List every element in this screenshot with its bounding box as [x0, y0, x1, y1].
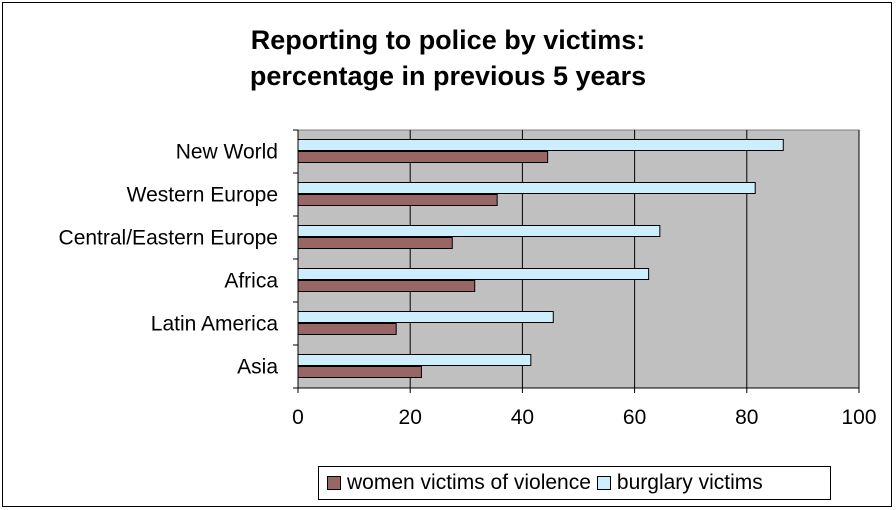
x-tick-label-0: 0 [292, 406, 304, 429]
bar-women-1 [297, 194, 498, 206]
category-label-3: Africa [224, 270, 278, 293]
legend-label-women: women victims of violence [347, 471, 591, 494]
bar-women-3 [297, 280, 476, 292]
x-tick-label-100: 100 [841, 406, 876, 429]
chart-title-line-1: Reporting to police by victims: [250, 25, 646, 55]
legend: women victims of violence burglary victi… [318, 466, 831, 500]
bar-burglary-1 [297, 182, 756, 194]
legend-swatch-burglary [596, 476, 611, 490]
legend-item-burglary: burglary victims [596, 471, 763, 495]
category-label-0: New World [176, 141, 278, 164]
chart-title-line-2: percentage in previous 5 years [249, 61, 647, 91]
category-label-5: Asia [237, 356, 278, 379]
category-label-1: Western Europe [127, 184, 278, 207]
bar-burglary-3 [297, 268, 650, 280]
legend-swatch-women [327, 476, 341, 490]
bar-women-4 [297, 323, 397, 335]
bar-burglary-4 [297, 311, 554, 323]
x-tick-label-60: 60 [623, 406, 646, 429]
bar-burglary-5 [297, 354, 532, 366]
x-tick-label-20: 20 [399, 406, 422, 429]
category-label-4: Latin America [151, 313, 279, 336]
category-label-2: Central/Eastern Europe [59, 227, 278, 250]
legend-item-women: women victims of violence [327, 471, 591, 495]
bar-women-0 [297, 151, 549, 163]
chart-title: Reporting to police by victims: percenta… [0, 22, 896, 94]
plot-area [297, 129, 860, 389]
legend-label-burglary: burglary victims [616, 471, 763, 494]
bar-women-2 [297, 237, 453, 249]
bar-burglary-0 [297, 139, 784, 151]
bar-burglary-2 [297, 225, 661, 237]
bar-women-5 [297, 366, 422, 378]
x-tick-label-80: 80 [735, 406, 758, 429]
x-tick-label-40: 40 [511, 406, 534, 429]
